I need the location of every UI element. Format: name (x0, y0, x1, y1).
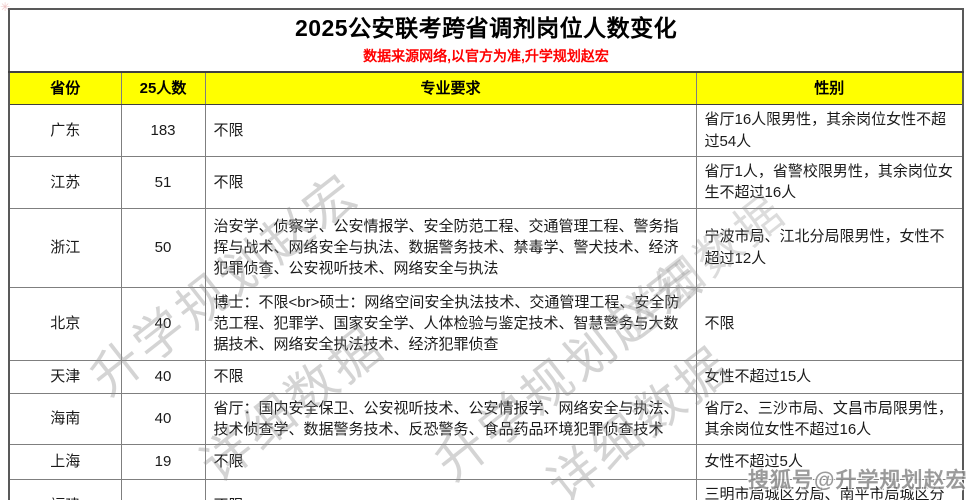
col-header-province: 省份 (8, 71, 122, 106)
table-row-hainan: 海南 40 省厅：国内安全保卫、公安视听技术、公安情报学、网络安全与执法、技术侦… (8, 392, 964, 446)
cell-majors: 不限 (204, 359, 697, 394)
cell-count: 40 (120, 392, 206, 446)
table-row-guangdong: 广东 183 不限 省厅16人限男性，其余岗位女性不超过54人 (8, 104, 964, 158)
cell-count: 50 (120, 207, 206, 288)
table-row-jiangsu: 江苏 51 不限 省厅1人，省警校限男性，其余岗位女生不超过16人 (8, 156, 964, 209)
table-row-fujian: 福建 10 不限 三明市局城区分局、南平市局城区分局不限性别，其余岗位限男性 (8, 479, 964, 500)
col-header-majors: 专业要求 (204, 71, 697, 106)
cell-gender: 省厅16人限男性，其余岗位女性不超过54人 (695, 104, 964, 158)
page-title: 2025公安联考跨省调剂岗位人数变化 (294, 15, 678, 41)
cell-majors: 不限 (204, 479, 697, 500)
cell-count: 51 (120, 156, 206, 209)
col-header-count: 25人数 (120, 71, 206, 106)
cell-province: 广东 (8, 104, 122, 158)
cell-province: 海南 (8, 392, 122, 446)
col-header-gender: 性别 (695, 71, 964, 106)
cell-count: 40 (120, 286, 206, 361)
cell-gender: 女性不超过5人 (695, 444, 964, 481)
column-header-row: 省份 25人数 专业要求 性别 (8, 71, 964, 106)
adjustment-positions-table: 2025公安联考跨省调剂岗位人数变化 数据来源网络,以官方为准,升学规划赵宏 省… (8, 8, 965, 500)
table-row-beijing: 北京 40 博士：不限<br>硕士：网络空间安全执法技术、交通管理工程、安全防范… (8, 286, 964, 361)
cell-province: 福建 (8, 479, 122, 500)
cell-count: 19 (120, 444, 206, 481)
cell-majors: 不限 (204, 444, 697, 481)
cell-count: 10 (120, 479, 206, 500)
table-row-zhejiang: 浙江 50 治安学、侦察学、公安情报学、安全防范工程、交通管理工程、警务指挥与战… (8, 207, 964, 288)
cell-province: 北京 (8, 286, 122, 361)
cell-gender: 女性不超过15人 (695, 359, 964, 394)
cell-count: 183 (120, 104, 206, 158)
cell-gender: 宁波市局、江北分局限男性，女性不超过12人 (695, 207, 964, 288)
cell-count: 40 (120, 359, 206, 394)
table-row-shanghai: 上海 19 不限 女性不超过5人 (8, 444, 964, 481)
table-row-tianjin: 天津 40 不限 女性不超过15人 (8, 359, 964, 394)
corner-sparkle-icon: ✳ (0, 0, 11, 14)
cell-province: 江苏 (8, 156, 122, 209)
cell-province: 上海 (8, 444, 122, 481)
cell-majors: 不限 (204, 104, 697, 158)
cell-gender: 省厅2、三沙市局、文昌市局限男性，其余岗位女性不超过16人 (695, 392, 964, 446)
cell-majors: 不限 (204, 156, 697, 209)
cell-province: 浙江 (8, 207, 122, 288)
cell-gender: 三明市局城区分局、南平市局城区分局不限性别，其余岗位限男性 (695, 479, 964, 500)
cell-majors: 治安学、侦察学、公安情报学、安全防范工程、交通管理工程、警务指挥与战术、网络安全… (204, 207, 697, 288)
cell-gender: 省厅1人，省警校限男性，其余岗位女生不超过16人 (695, 156, 964, 209)
cell-majors: 省厅：国内安全保卫、公安视听技术、公安情报学、网络安全与执法、技术侦查学、数据警… (204, 392, 697, 446)
title-row: 2025公安联考跨省调剂岗位人数变化 数据来源网络,以官方为准,升学规划赵宏 (9, 9, 964, 73)
cell-province: 天津 (8, 359, 122, 394)
data-source-note: 数据来源网络,以官方为准,升学规划赵宏 (363, 47, 609, 64)
cell-majors: 博士：不限<br>硕士：网络空间安全执法技术、交通管理工程、安全防范工程、犯罪学… (204, 286, 697, 361)
cell-gender: 不限 (695, 286, 964, 361)
